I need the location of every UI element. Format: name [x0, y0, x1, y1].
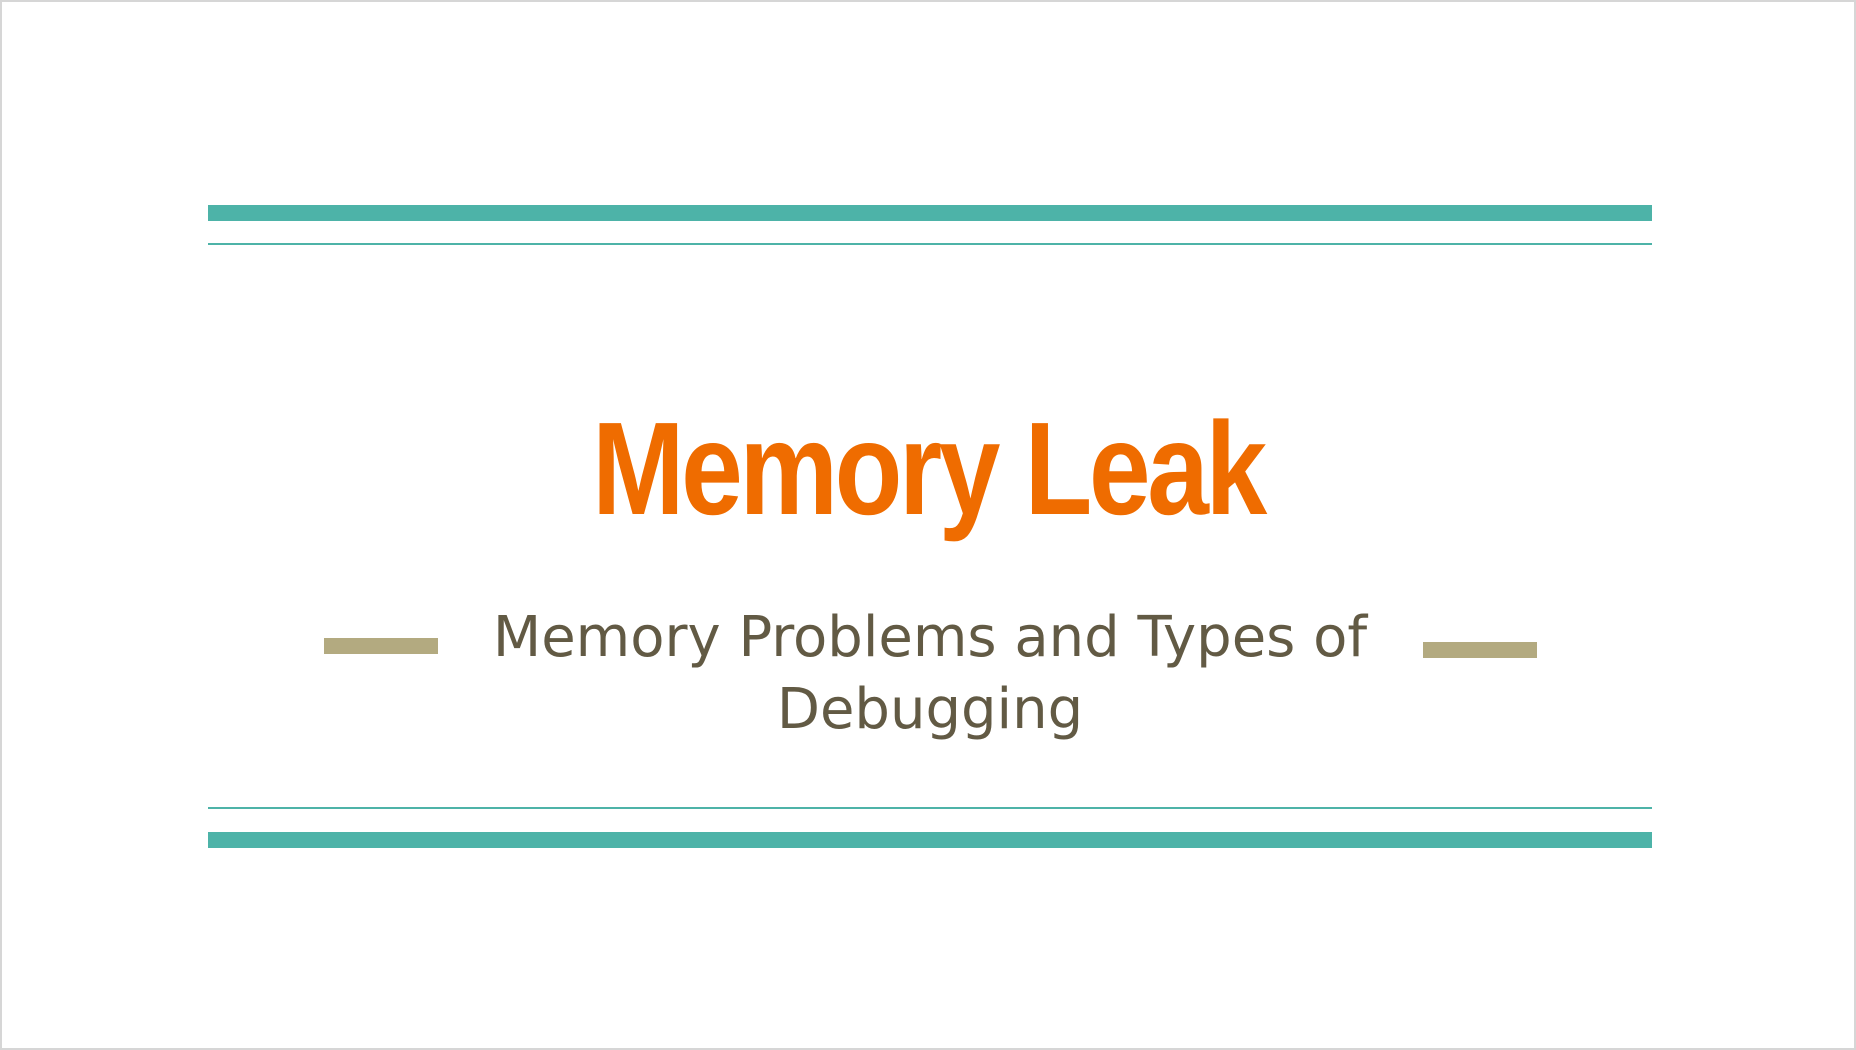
top-thick-rule	[208, 205, 1652, 221]
right-accent-dash	[1423, 642, 1537, 658]
bottom-thick-rule	[208, 832, 1652, 848]
top-thin-rule	[208, 243, 1652, 245]
subtitle-line-2: Debugging	[776, 677, 1084, 742]
bottom-thin-rule	[208, 807, 1652, 809]
slide-title: Memory Leak	[592, 395, 1267, 542]
subtitle-line-1: Memory Problems and Types of	[492, 605, 1368, 670]
left-accent-dash	[324, 638, 438, 654]
slide-subtitle: Memory Problems and Types of Debugging	[462, 602, 1398, 746]
